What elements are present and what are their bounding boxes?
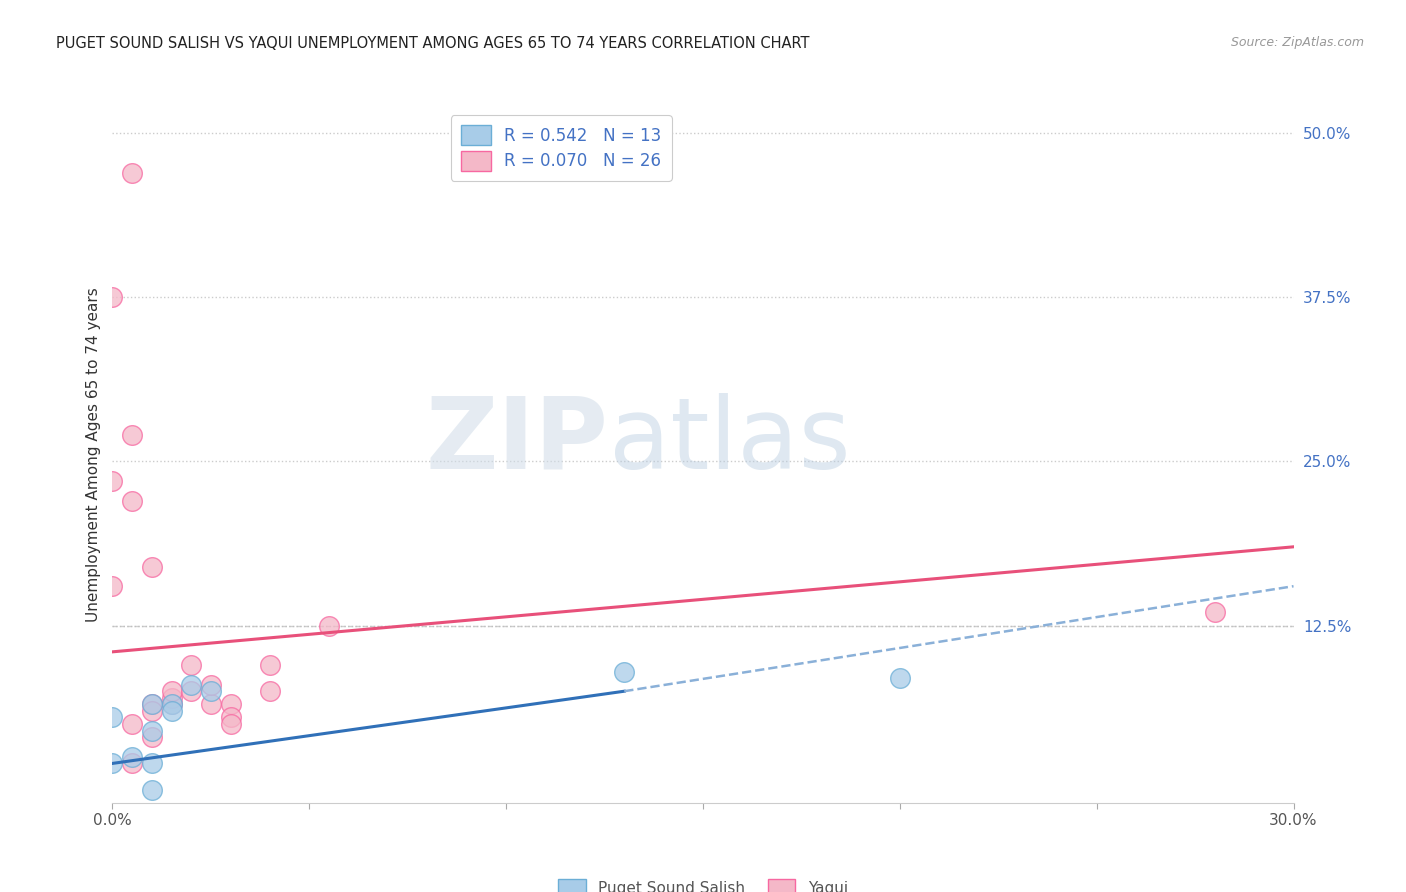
Point	[141, 723, 163, 738]
Point	[160, 698, 183, 712]
Point	[141, 698, 163, 712]
Point	[180, 684, 202, 698]
Point	[141, 730, 163, 744]
Point	[141, 698, 163, 712]
Point	[219, 698, 242, 712]
Point	[101, 474, 124, 488]
Point	[121, 749, 143, 764]
Point	[180, 678, 202, 692]
Point	[259, 657, 281, 672]
Point	[121, 494, 143, 508]
Point	[889, 671, 911, 685]
Point	[160, 684, 183, 698]
Point	[160, 690, 183, 705]
Point	[1204, 606, 1226, 620]
Point	[101, 710, 124, 724]
Point	[141, 756, 163, 771]
Point	[141, 559, 163, 574]
Point	[121, 717, 143, 731]
Text: atlas: atlas	[609, 392, 851, 490]
Text: PUGET SOUND SALISH VS YAQUI UNEMPLOYMENT AMONG AGES 65 TO 74 YEARS CORRELATION C: PUGET SOUND SALISH VS YAQUI UNEMPLOYMENT…	[56, 36, 810, 51]
Point	[200, 684, 222, 698]
Point	[121, 428, 143, 442]
Point	[318, 618, 340, 632]
Point	[613, 665, 636, 679]
Point	[141, 782, 163, 797]
Point	[101, 579, 124, 593]
Point	[219, 717, 242, 731]
Point	[160, 698, 183, 712]
Text: ZIP: ZIP	[426, 392, 609, 490]
Point	[121, 166, 143, 180]
Point	[259, 684, 281, 698]
Text: Source: ZipAtlas.com: Source: ZipAtlas.com	[1230, 36, 1364, 49]
Point	[200, 678, 222, 692]
Point	[121, 756, 143, 771]
Point	[180, 657, 202, 672]
Point	[160, 704, 183, 718]
Point	[200, 698, 222, 712]
Point	[101, 756, 124, 771]
Point	[141, 704, 163, 718]
Point	[219, 710, 242, 724]
Point	[101, 290, 124, 304]
Legend: Puget Sound Salish, Yaqui: Puget Sound Salish, Yaqui	[553, 873, 853, 892]
Y-axis label: Unemployment Among Ages 65 to 74 years: Unemployment Among Ages 65 to 74 years	[86, 287, 101, 623]
